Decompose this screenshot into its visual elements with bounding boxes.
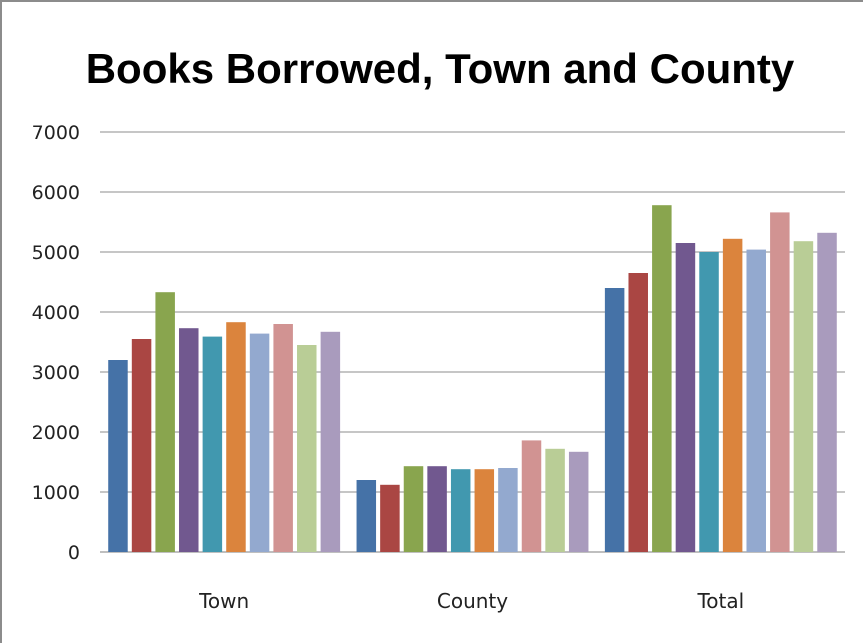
bar-town-2: [131, 339, 152, 552]
bar-town-7: [249, 333, 270, 552]
x-category-label: County: [437, 589, 508, 613]
y-tick-label: 6000: [32, 182, 80, 204]
y-axis-ticks: 0 1000 2000 3000 4000 5000 6000 7000: [32, 122, 80, 564]
x-category-label: Total: [696, 589, 744, 613]
bar-town-4: [179, 328, 199, 552]
y-tick-label: 0: [68, 542, 80, 564]
bar-county-3: [403, 466, 424, 552]
bar-town-6: [226, 322, 246, 552]
bar-county-6: [474, 469, 495, 552]
bar-town-3: [155, 292, 175, 552]
bar-town-1: [108, 360, 128, 552]
bar-county-4: [427, 466, 447, 552]
bars: [108, 205, 837, 553]
bar-total-4: [675, 243, 696, 552]
bar-town-8: [273, 324, 293, 552]
chart-title: Books Borrowed, Town and County: [86, 45, 795, 92]
bar-total-3: [652, 205, 672, 552]
x-category-label: Town: [198, 589, 249, 613]
y-tick-label: 4000: [32, 302, 80, 324]
bar-town-9: [297, 345, 317, 552]
y-tick-label: 7000: [32, 122, 80, 144]
bar-county-9: [545, 448, 565, 552]
bar-county-7: [498, 468, 518, 552]
bar-total-7: [746, 249, 766, 552]
y-tick-label: 2000: [32, 422, 80, 444]
y-tick-label: 5000: [32, 242, 80, 264]
bar-county-5: [450, 469, 471, 552]
bar-total-10: [817, 232, 837, 553]
y-tick-label: 1000: [32, 482, 80, 504]
bar-total-2: [628, 273, 648, 552]
bar-county-10: [568, 451, 589, 552]
y-tick-label: 3000: [32, 362, 80, 384]
bar-total-6: [722, 238, 743, 553]
bar-county-8: [521, 440, 542, 552]
bar-county-1: [356, 480, 377, 552]
bar-county-2: [380, 484, 400, 552]
bar-total-5: [699, 252, 719, 552]
bar-total-1: [604, 288, 625, 552]
x-axis-categories: Town County Total: [198, 589, 744, 613]
gridlines: [100, 131, 845, 553]
bar-town-5: [202, 336, 223, 552]
bar-total-9: [793, 241, 814, 552]
bar-town-10: [320, 331, 341, 552]
bar-total-8: [770, 212, 790, 552]
